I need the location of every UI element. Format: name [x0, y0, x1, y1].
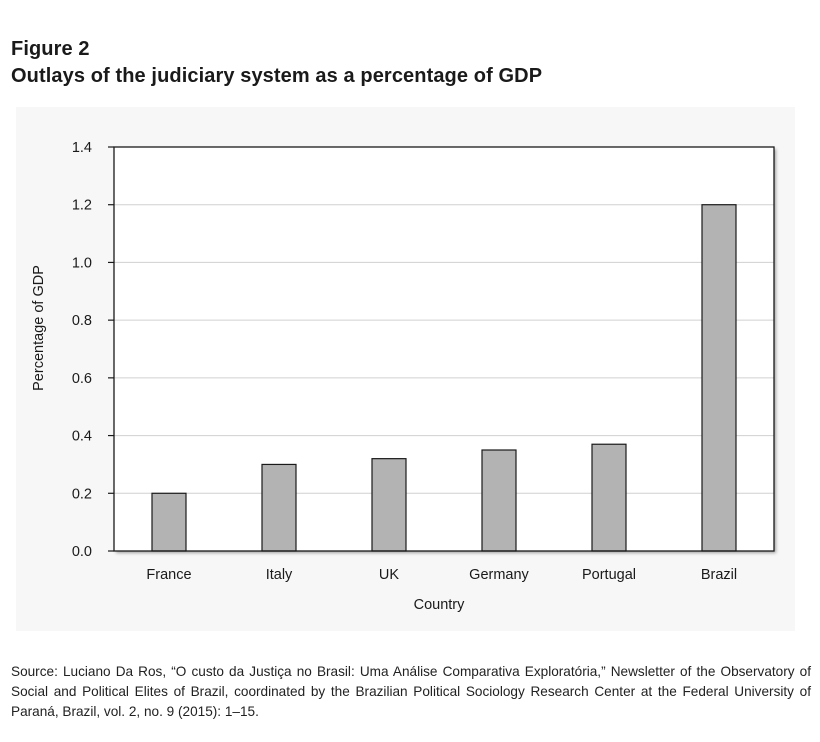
plot-frame	[113, 146, 775, 552]
y-tick-label: 0.8	[72, 313, 92, 329]
bar-france	[151, 492, 187, 552]
bar-uk	[371, 458, 407, 552]
y-tick-label: 0.0	[72, 544, 92, 560]
x-tick-label: UK	[379, 567, 399, 583]
bar-italy	[261, 463, 297, 552]
figure-label: Figure 2	[11, 38, 90, 60]
source-note: Source: Luciano Da Ros, “O custo da Just…	[11, 664, 811, 719]
x-tick-label: Germany	[469, 567, 529, 583]
x-axis-ticks: France Italy UK Germany Portugal Brazil	[146, 567, 737, 583]
bar-brazil	[701, 204, 737, 552]
y-tick-label: 1.0	[72, 255, 92, 271]
x-tick-label: Portugal	[582, 567, 636, 583]
x-tick-label: France	[146, 567, 191, 583]
y-axis-ticks: 0.0 0.2 0.4 0.6 0.8 1.0 1.2 1.4	[72, 140, 114, 560]
y-tick-label: 0.2	[72, 486, 92, 502]
bar-germany	[481, 449, 517, 552]
gridlines	[114, 204, 774, 494]
bars	[151, 204, 737, 552]
x-tick-label: Italy	[266, 567, 293, 583]
plot-area	[114, 147, 774, 551]
bar-chart: 0.0 0.2 0.4 0.6 0.8 1.0 1.2 1.4 France Italy UK Ge…	[31, 140, 775, 613]
x-tick-label: Brazil	[701, 567, 737, 583]
y-tick-label: 1.2	[72, 198, 92, 214]
x-axis-label: Country	[414, 597, 466, 613]
y-tick-label: 0.6	[72, 371, 92, 387]
y-tick-label: 1.4	[72, 140, 92, 156]
y-tick-label: 0.4	[72, 429, 92, 445]
y-axis-label: Percentage of GDP	[31, 265, 47, 391]
figure-title: Outlays of the judiciary system as a per…	[11, 65, 543, 87]
bar-portugal	[591, 443, 627, 552]
chart-panel: 0.0 0.2 0.4 0.6 0.8 1.0 1.2 1.4 France Italy UK Ge…	[16, 107, 795, 631]
